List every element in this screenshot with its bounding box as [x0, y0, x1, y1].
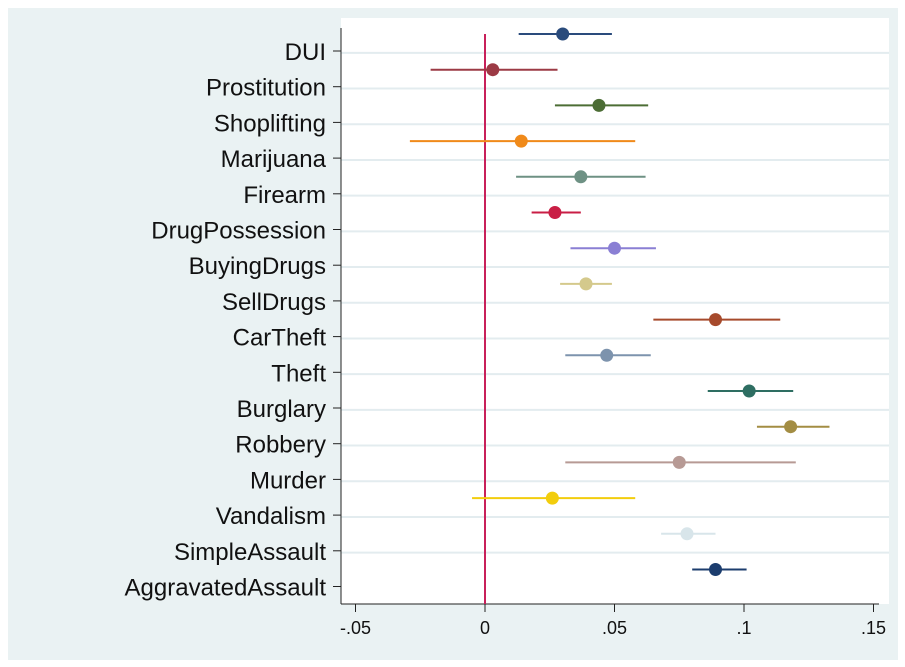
point-estimate: [545, 491, 559, 505]
category-label: SellDrugs: [222, 289, 326, 316]
category-label: CarTheft: [233, 325, 327, 352]
x-axis-ticks: -.05 0 .05 .1 .15: [340, 604, 886, 638]
point-estimate: [600, 348, 614, 362]
estimate-Murder: [565, 455, 796, 469]
point-estimate: [486, 63, 500, 77]
category-label: BuyingDrugs: [189, 253, 326, 280]
point-estimate: [709, 313, 723, 327]
x-tick-label: .05: [602, 618, 627, 638]
estimate-SellDrugs: [560, 277, 612, 291]
point-estimate: [672, 455, 686, 469]
category-label: Theft: [271, 360, 326, 387]
point-estimate: [579, 277, 593, 291]
estimates: [409, 27, 830, 576]
estimate-BuyingDrugs: [570, 241, 656, 255]
estimate-Shoplifting: [554, 98, 649, 112]
plot-area: [341, 18, 889, 604]
category-label: DUI: [285, 39, 326, 66]
category-label: Marijuana: [221, 146, 327, 173]
estimate-DUI: [518, 27, 612, 41]
point-estimate: [608, 241, 621, 255]
point-estimate: [548, 206, 562, 219]
category-label: Prostitution: [206, 75, 326, 102]
estimate-DrugPossession: [531, 206, 581, 219]
x-tick-label: -.05: [340, 618, 371, 638]
category-label: Robbery: [235, 432, 326, 459]
category-label: DrugPossession: [151, 218, 326, 245]
point-estimate: [742, 384, 756, 398]
estimate-Burglary: [707, 384, 794, 398]
y-axis-labels: DUI Prostitution Shoplifting Marijuana Firea…: [125, 39, 341, 602]
category-label: Vandalism: [216, 503, 326, 530]
category-label: AggravatedAssault: [125, 575, 327, 602]
estimate-Firearm: [516, 170, 646, 184]
gridlines: [341, 51, 889, 554]
category-label: Murder: [250, 467, 326, 494]
category-label: SimpleAssault: [174, 539, 326, 566]
estimate-AggravatedAssault: [692, 563, 747, 576]
estimate-Marijuana: [409, 134, 636, 148]
x-tick-label: .1: [736, 618, 751, 638]
category-label: Shoplifting: [214, 110, 326, 137]
category-label: Burglary: [237, 396, 326, 423]
estimate-CarTheft: [653, 313, 781, 327]
estimate-Robbery: [756, 420, 830, 434]
point-estimate: [514, 134, 528, 148]
estimate-Theft: [565, 348, 651, 362]
estimate-SimpleAssault: [661, 527, 716, 541]
point-estimate: [574, 170, 588, 184]
estimate-Prostitution: [430, 63, 558, 77]
point-estimate: [556, 27, 570, 41]
point-estimate: [680, 527, 694, 541]
point-estimate: [592, 98, 606, 112]
point-estimate: [709, 563, 723, 576]
x-tick-label: 0: [480, 618, 490, 638]
x-tick-label: .15: [861, 618, 886, 638]
point-estimate: [784, 420, 798, 434]
estimate-Vandalism: [472, 491, 636, 505]
category-label: Firearm: [243, 182, 326, 209]
